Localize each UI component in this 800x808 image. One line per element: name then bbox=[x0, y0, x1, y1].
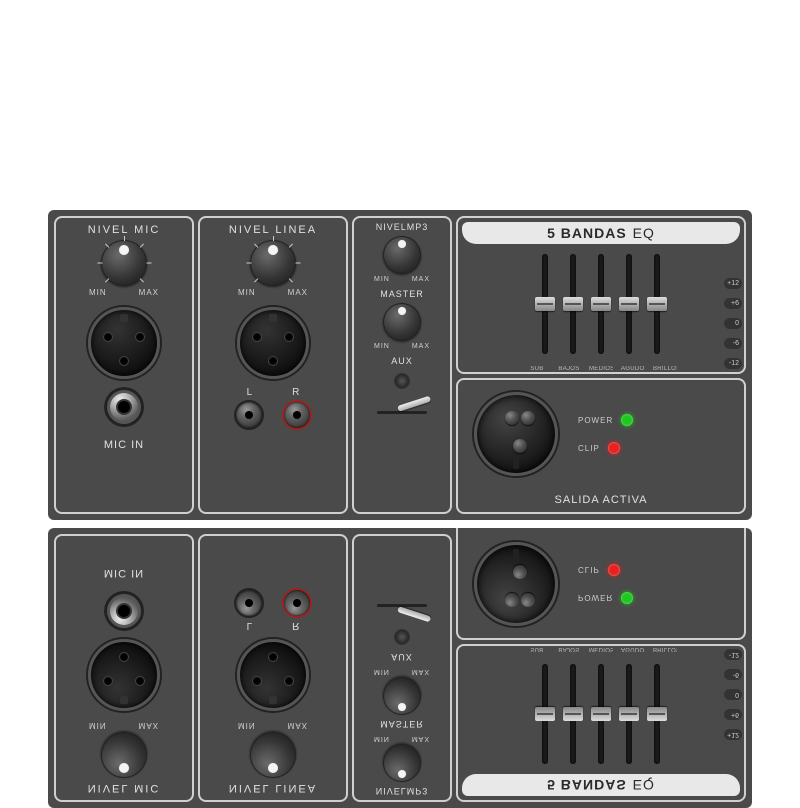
eq-slider-brillos bbox=[647, 254, 667, 364]
eq-title-light: EQ bbox=[633, 225, 655, 241]
rca-inputs bbox=[200, 398, 346, 432]
eq-track[interactable] bbox=[542, 254, 548, 354]
clip-led-row: CLIP bbox=[578, 442, 633, 454]
clip-led bbox=[608, 442, 620, 454]
mic-title: NIVEL MIC bbox=[56, 218, 192, 238]
master-level-knob[interactable] bbox=[383, 303, 421, 341]
eq-track[interactable] bbox=[626, 254, 632, 354]
master-knob-wrap: MIN MAX bbox=[354, 301, 450, 352]
rca-r-label: R bbox=[292, 387, 299, 398]
mixer-panel-reflection: NIVEL MIC MINMAX MIC IN NIVEL LINEA MINM… bbox=[48, 528, 752, 808]
led-column: POWER CLIP bbox=[578, 414, 633, 454]
mixer-panel: NIVEL MIC MIN MAX MIC IN NIVEL LINEA bbox=[48, 210, 752, 520]
mp3-section: NIVELMP3 MIN MAX MASTER MIN MAX AUX bbox=[352, 216, 452, 514]
aux-switch-wrap bbox=[354, 390, 450, 420]
eq-title-bold: 5 BANDAS bbox=[547, 225, 627, 241]
mp3-title: NIVELMP3 bbox=[354, 218, 450, 234]
max-label: MAX bbox=[412, 343, 430, 350]
eq-slider-sub bbox=[535, 254, 555, 364]
line-level-knob[interactable] bbox=[250, 240, 296, 286]
rca-right-input[interactable] bbox=[284, 402, 310, 428]
max-label: MAX bbox=[412, 276, 430, 283]
rca-left-input[interactable] bbox=[236, 402, 262, 428]
power-label: POWER bbox=[578, 416, 613, 425]
min-label: MIN bbox=[374, 276, 390, 283]
clip-label: CLIP bbox=[578, 444, 600, 453]
eq-track[interactable] bbox=[570, 254, 576, 354]
eq-thumb[interactable] bbox=[535, 297, 555, 311]
eq-thumb[interactable] bbox=[619, 297, 639, 311]
band-label: AGUDOS bbox=[621, 366, 645, 372]
band-label: MEDIOS bbox=[589, 366, 613, 372]
eq-slider-medios bbox=[591, 254, 611, 364]
eq-slider-bajos bbox=[563, 254, 583, 364]
power-led-row: POWER bbox=[578, 414, 633, 426]
master-minmax: MIN MAX bbox=[374, 343, 430, 350]
scale-mark: +6 bbox=[724, 298, 742, 309]
mic-section: NIVEL MIC MIN MAX MIC IN bbox=[54, 216, 194, 514]
mic-in-label: MIC IN bbox=[56, 433, 192, 457]
scale-mark: +12 bbox=[724, 278, 742, 289]
output-body: POWER CLIP bbox=[458, 380, 744, 488]
eq-slider-agudos bbox=[619, 254, 639, 364]
aux-title: AUX bbox=[354, 352, 450, 368]
line-title: NIVEL LINEA bbox=[200, 218, 346, 238]
eq-track[interactable] bbox=[598, 254, 604, 354]
band-label: SUB bbox=[525, 366, 549, 372]
mp3-knob-wrap: MIN MAX bbox=[354, 234, 450, 285]
aux-jack[interactable] bbox=[395, 374, 409, 388]
mp3-level-knob[interactable] bbox=[383, 236, 421, 274]
mp3-minmax: MIN MAX bbox=[374, 276, 430, 283]
eq-track[interactable] bbox=[654, 254, 660, 354]
eq-scale: +12 +6 0 -6 -12 bbox=[724, 278, 742, 369]
right-column: 5 BANDAS EQ +1 bbox=[456, 216, 746, 514]
aux-switch[interactable] bbox=[377, 406, 427, 420]
master-title: MASTER bbox=[354, 285, 450, 301]
mic-level-knob[interactable] bbox=[101, 240, 147, 286]
eq-thumb[interactable] bbox=[591, 297, 611, 311]
eq-thumb[interactable] bbox=[563, 297, 583, 311]
scale-mark: -12 bbox=[724, 358, 742, 369]
rca-labels: L R bbox=[200, 387, 346, 398]
band-label: BAJOS bbox=[557, 366, 581, 372]
min-label: MIN bbox=[374, 343, 390, 350]
line-xlr-input[interactable] bbox=[237, 307, 309, 379]
mic-level-knob-wrap: MIN MAX bbox=[56, 238, 192, 299]
mic-xlr-input[interactable] bbox=[88, 307, 160, 379]
scale-mark: -6 bbox=[724, 338, 742, 349]
eq-thumb[interactable] bbox=[647, 297, 667, 311]
rca-l-label: L bbox=[247, 387, 253, 398]
line-level-knob-wrap: MIN MAX bbox=[200, 238, 346, 299]
mic-jack-input[interactable] bbox=[104, 387, 144, 427]
knob-ticks bbox=[246, 236, 300, 290]
eq-band-labels: SUB BAJOS MEDIOS AGUDOS BRILLOS bbox=[458, 366, 744, 372]
band-label: BRILLOS bbox=[653, 366, 677, 372]
line-section: NIVEL LINEA MIN MAX L R bbox=[198, 216, 348, 514]
eq-section: 5 BANDAS EQ +1 bbox=[456, 216, 746, 374]
active-output-xlr[interactable] bbox=[474, 392, 558, 476]
eq-sliders: +12 +6 0 -6 -12 bbox=[458, 248, 744, 366]
eq-title: 5 BANDAS EQ bbox=[462, 222, 740, 244]
scale-mark: 0 bbox=[724, 318, 742, 329]
output-title: SALIDA ACTIVA bbox=[458, 488, 744, 512]
knob-ticks bbox=[97, 236, 151, 290]
output-section: POWER CLIP SALIDA ACTIVA bbox=[456, 378, 746, 514]
power-led bbox=[621, 414, 633, 426]
